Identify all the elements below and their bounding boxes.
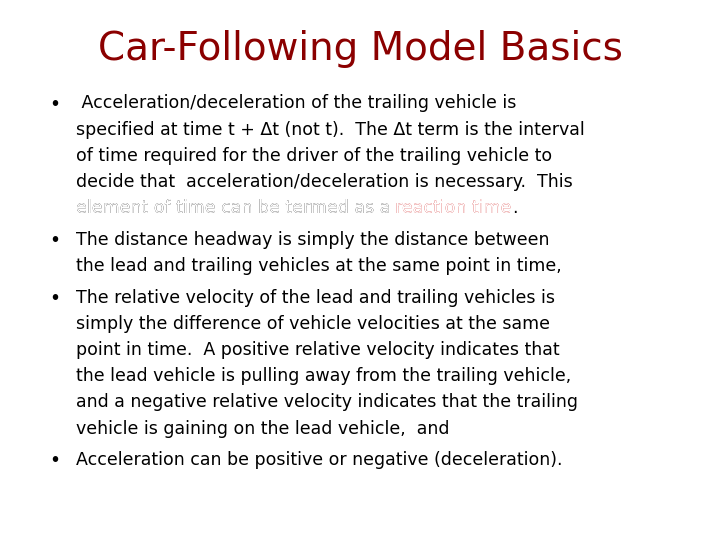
- Text: element of time can be termed as a: element of time can be termed as a: [76, 199, 395, 217]
- Text: the lead and trailing vehicles at the same point in time,: the lead and trailing vehicles at the sa…: [76, 257, 562, 275]
- Text: •: •: [49, 288, 60, 308]
- Text: The relative velocity of the lead and trailing vehicles is: The relative velocity of the lead and tr…: [76, 288, 554, 307]
- Text: •: •: [49, 231, 60, 250]
- Text: Acceleration can be positive or negative (deceleration).: Acceleration can be positive or negative…: [76, 451, 562, 469]
- Text: reaction time: reaction time: [395, 199, 512, 217]
- Text: simply the difference of vehicle velocities at the same: simply the difference of vehicle velocit…: [76, 315, 549, 333]
- Text: and a negative relative velocity indicates that the trailing: and a negative relative velocity indicat…: [76, 393, 577, 411]
- Text: point in time.  A positive relative velocity indicates that: point in time. A positive relative veloc…: [76, 341, 559, 359]
- Text: of time required for the driver of the trailing vehicle to: of time required for the driver of the t…: [76, 147, 552, 165]
- Text: vehicle is gaining on the lead vehicle,  and: vehicle is gaining on the lead vehicle, …: [76, 420, 449, 437]
- Text: decide that  acceleration/deceleration is necessary.  This: decide that acceleration/deceleration is…: [76, 173, 572, 191]
- Text: The distance headway is simply the distance between: The distance headway is simply the dista…: [76, 231, 549, 249]
- Text: •: •: [49, 451, 60, 470]
- Text: Car-Following Model Basics: Car-Following Model Basics: [98, 30, 622, 68]
- Text: specified at time t + Δt (not t).  The Δt term is the interval: specified at time t + Δt (not t). The Δt…: [76, 120, 585, 139]
- Text: .: .: [512, 199, 518, 217]
- Text: the lead vehicle is pulling away from the trailing vehicle,: the lead vehicle is pulling away from th…: [76, 367, 571, 385]
- Text: reaction time: reaction time: [395, 199, 512, 217]
- Text: •: •: [49, 94, 60, 113]
- Text: element of time can be termed as a: element of time can be termed as a: [76, 199, 395, 217]
- Text: Acceleration/deceleration of the trailing vehicle is: Acceleration/deceleration of the trailin…: [76, 94, 516, 112]
